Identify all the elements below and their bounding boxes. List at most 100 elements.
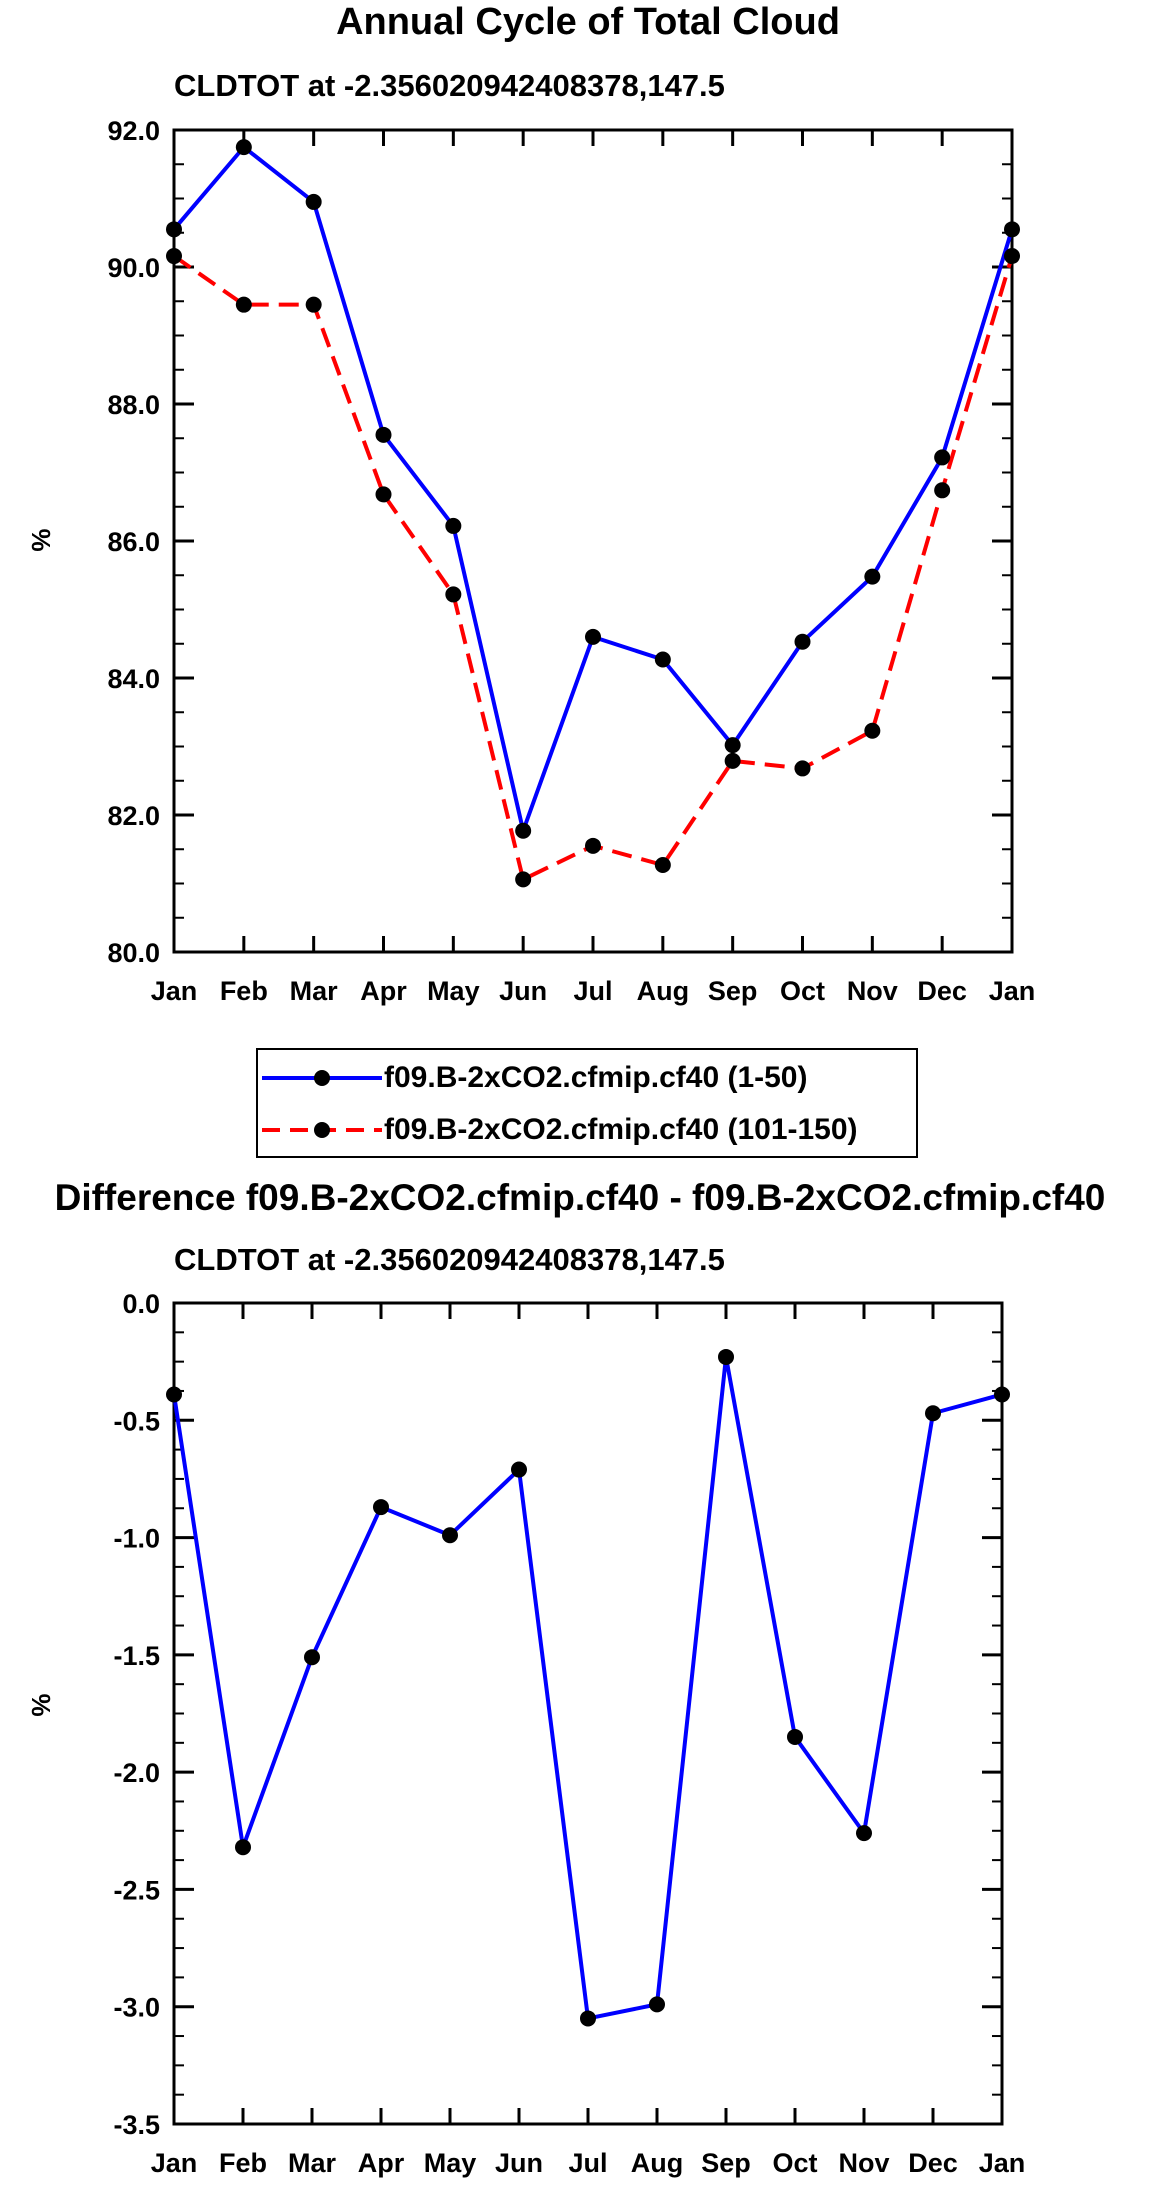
chart2-ylabel: % <box>26 1693 56 1716</box>
chart1-series-1-line <box>172 145 1014 833</box>
chart2-frame <box>172 1301 1004 2126</box>
chart1-series-1-point <box>166 221 182 238</box>
chart1-xtick-label: Oct <box>780 976 825 1006</box>
chart1-series-1-point <box>305 193 322 210</box>
chart1-frame <box>172 128 1014 954</box>
legend-swatch-series-2 <box>262 1122 382 1138</box>
chart2-series-1-point <box>511 1461 527 1478</box>
chart1-subtitle: CLDTOT at -2.356020942408378,147.5 <box>174 68 725 103</box>
chart2-subtitle: CLDTOT at -2.356020942408378,147.5 <box>174 1242 725 1277</box>
chart1-series-2-point <box>934 482 951 499</box>
chart2-xtick-label: Jul <box>568 2148 607 2178</box>
chart1-series-2-point <box>375 486 392 503</box>
chart2-xtick-label: May <box>424 2148 477 2178</box>
chart1-xtick-label: Sep <box>708 976 758 1006</box>
chart2-series-1-point <box>373 1499 389 1516</box>
chart2-ytick-label: -3.5 <box>113 2110 160 2140</box>
chart1-plot-area: Jan Feb Mar Apr May Jun Jul Aug Sep Oct Nov Dec Jan 8… <box>107 116 1035 1006</box>
chart1-series-1-point <box>1004 221 1020 238</box>
chart1-series-2-point <box>864 722 881 739</box>
chart1-xtick-label: Aug <box>637 976 689 1006</box>
chart2-series-1-point <box>580 2010 596 2027</box>
chart1-legend: f09.B-2xCO2.cfmip.cf40 (1-50) f09.B-2xCO… <box>256 1048 918 1158</box>
chart1-ytick-label: 92.0 <box>107 116 160 146</box>
chart2-xtick-label: Sep <box>701 2148 751 2178</box>
chart1-series-2-point <box>724 752 741 769</box>
chart2-series-1-point <box>787 1728 803 1745</box>
chart1-series-1-point <box>724 737 741 754</box>
chart2-series-1-point <box>856 1825 872 1842</box>
legend-label-series-2: f09.B-2xCO2.cfmip.cf40 (101-150) <box>384 1113 858 1146</box>
chart2-series-1-point <box>994 1386 1010 1403</box>
chart2-plot-area: Jan Feb Mar Apr May Jun Jul Aug Sep Oct Nov Dec Jan -… <box>113 1289 1025 2178</box>
chart2-ytick-label: -3.0 <box>113 1993 160 2023</box>
chart2-series-1-point <box>166 1386 182 1403</box>
chart1-xtick-label: Jul <box>573 976 612 1006</box>
chart2-xtick-label: Oct <box>772 2148 817 2178</box>
chart2-series-1-point <box>442 1527 458 1544</box>
chart1-xtick-label: Dec <box>917 976 967 1006</box>
chart2-xtick-label: Apr <box>358 2148 405 2178</box>
chart1-ytick-label: 88.0 <box>107 390 160 420</box>
chart1-series-2-point <box>445 586 462 603</box>
chart1-xtick-label: May <box>427 976 480 1006</box>
chart2-series-1-point <box>235 1839 251 1856</box>
chart2-ytick-label: -1.5 <box>113 1641 160 1671</box>
chart1-series-1-point <box>445 517 462 534</box>
legend-entry-series-2: f09.B-2xCO2.cfmip.cf40 (101-150) <box>258 1105 916 1155</box>
chart2-ytick-label: -1.0 <box>113 1524 160 1554</box>
chart1-ytick-label: 84.0 <box>107 664 160 694</box>
chart1-xtick-label: Mar <box>290 976 339 1006</box>
chart2-series-1-point <box>925 1405 941 1422</box>
chart1-xtick-label: Feb <box>220 976 268 1006</box>
chart1-series-2-point <box>794 760 811 777</box>
chart2-xtick-label: Jun <box>495 2148 543 2178</box>
chart2-title: Difference f09.B-2xCO2.cfmip.cf40 - f09.… <box>55 1177 1106 1218</box>
chart2-series-1-point <box>718 1348 734 1365</box>
chart1-series-2-point <box>515 871 532 888</box>
chart1-series-2-point <box>166 248 182 265</box>
chart1-series-2-point <box>235 296 252 313</box>
chart2-series-1-point <box>649 1996 665 2013</box>
chart2-ytick-label: -0.5 <box>113 1406 160 1436</box>
chart2-ytick-label: 0.0 <box>122 1289 160 1319</box>
chart1-ytick-label: 86.0 <box>107 527 160 557</box>
chart2-series-1-point <box>304 1649 320 1666</box>
chart1-series-1-point <box>654 651 671 668</box>
chart1-ylabel: % <box>26 528 56 551</box>
chart2-xtick-label: Jan <box>151 2148 198 2178</box>
chart1-series-2-point <box>305 296 322 313</box>
chart1-xtick-label: Jan <box>151 976 198 1006</box>
chart1-series-1-point <box>375 426 392 443</box>
chart1-ytick-label: 90.0 <box>107 253 160 283</box>
chart1-series-1-point <box>515 822 532 839</box>
chart1-series-1-point <box>794 633 811 650</box>
chart1-xtick-label: Jun <box>499 976 547 1006</box>
chart2-xtick-label: Jan <box>979 2148 1026 2178</box>
chart1-series-1-point <box>235 139 252 156</box>
chart2-series-1-line <box>172 1354 1003 2021</box>
legend-label-series-1: f09.B-2xCO2.cfmip.cf40 (1-50) <box>384 1061 808 1094</box>
chart2-xtick-label: Nov <box>838 2148 889 2178</box>
chart1-title: Annual Cycle of Total Cloud <box>336 1 840 43</box>
legend-entry-series-1: f09.B-2xCO2.cfmip.cf40 (1-50) <box>258 1053 916 1103</box>
chart1-ytick-label: 80.0 <box>107 938 160 968</box>
chart2-ytick-label: -2.0 <box>113 1758 160 1788</box>
chart2-xtick-label: Feb <box>219 2148 267 2178</box>
chart2-ytick-label: -2.5 <box>113 1875 160 1905</box>
chart2-xtick-label: Dec <box>908 2148 958 2178</box>
legend-swatch-series-1 <box>262 1070 382 1086</box>
chart1-series-1-point <box>585 628 601 645</box>
chart1-series-1-point <box>934 449 951 466</box>
chart1-series-2-point <box>585 837 601 854</box>
chart1-series-2-point <box>654 857 671 874</box>
chart1-series-2-point <box>1004 248 1020 265</box>
chart1-ytick-label: 82.0 <box>107 801 160 831</box>
chart2-xtick-label: Mar <box>288 2148 337 2178</box>
chart2-xtick-label: Aug <box>631 2148 683 2178</box>
chart1-xtick-label: Nov <box>847 976 898 1006</box>
chart1-xtick-label: Jan <box>989 976 1036 1006</box>
chart1-series-1-point <box>864 568 881 585</box>
